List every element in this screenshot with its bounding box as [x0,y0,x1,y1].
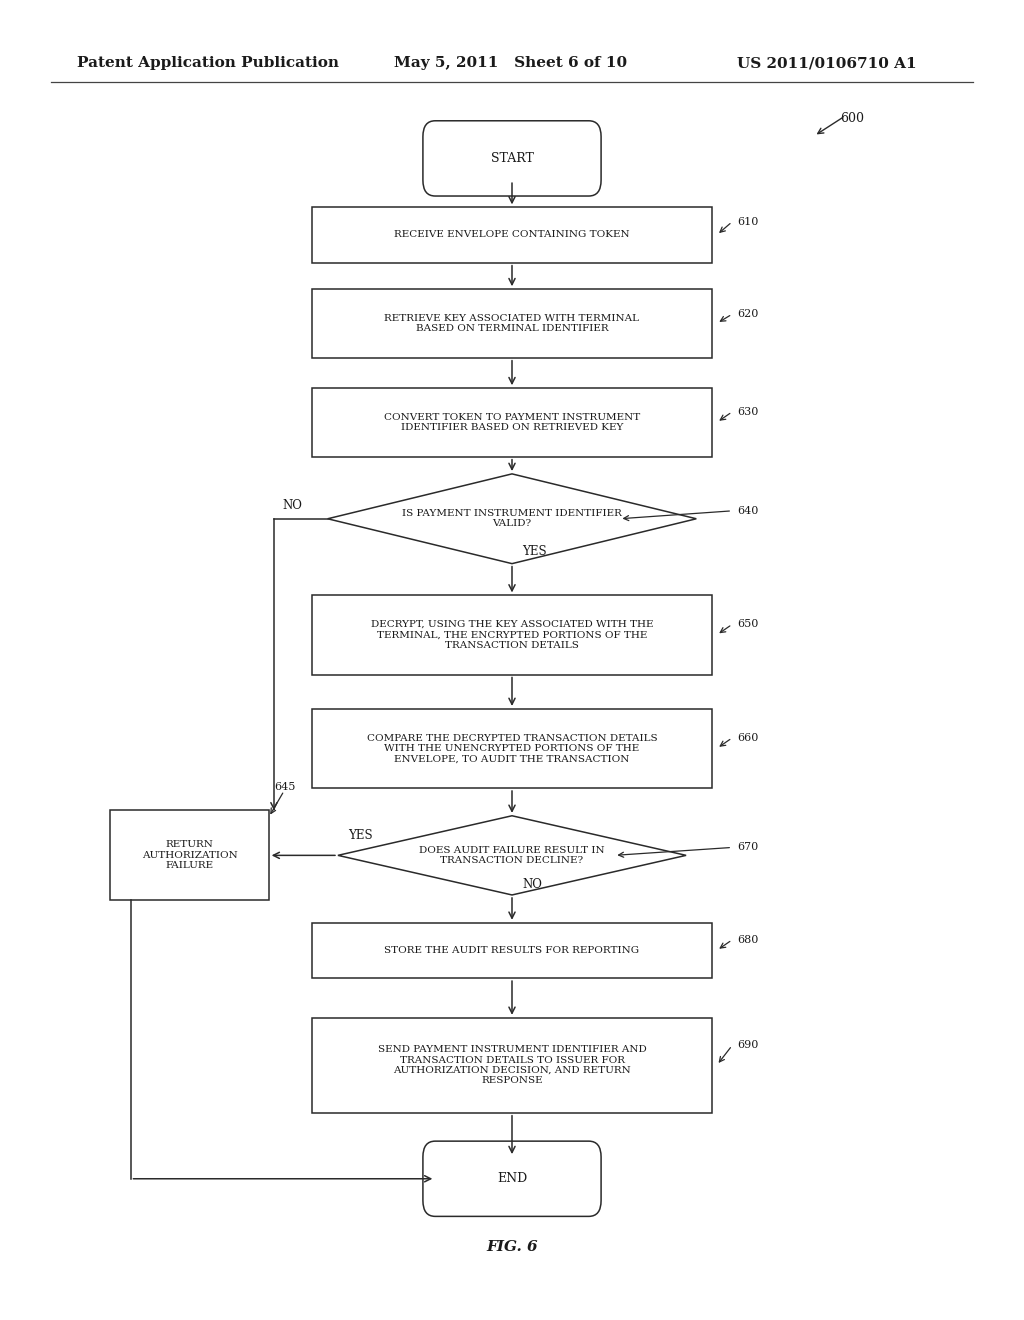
Bar [312,207,712,263]
Bar [312,923,712,978]
Text: IS PAYMENT INSTRUMENT IDENTIFIER
VALID?: IS PAYMENT INSTRUMENT IDENTIFIER VALID? [402,510,622,528]
Text: NO: NO [283,499,302,512]
Text: 620: 620 [737,309,759,319]
Text: 680: 680 [737,935,759,945]
Text: 645: 645 [274,781,295,792]
Text: Patent Application Publication: Patent Application Publication [77,57,339,70]
Bar [111,810,268,900]
Text: START: START [490,152,534,165]
FancyBboxPatch shape [423,1140,601,1217]
Text: RETRIEVE KEY ASSOCIATED WITH TERMINAL
BASED ON TERMINAL IDENTIFIER: RETRIEVE KEY ASSOCIATED WITH TERMINAL BA… [384,314,640,333]
Polygon shape [338,816,686,895]
Text: YES: YES [522,545,547,558]
Bar [312,1018,712,1113]
Text: YES: YES [348,829,373,842]
Text: RETURN
AUTHORIZATION
FAILURE: RETURN AUTHORIZATION FAILURE [141,841,238,870]
Text: NO: NO [522,878,542,891]
Text: 690: 690 [737,1040,759,1051]
Text: 610: 610 [737,216,759,227]
Text: 640: 640 [737,506,759,516]
Text: DECRYPT, USING THE KEY ASSOCIATED WITH THE
TERMINAL, THE ENCRYPTED PORTIONS OF T: DECRYPT, USING THE KEY ASSOCIATED WITH T… [371,620,653,649]
Text: COMPARE THE DECRYPTED TRANSACTION DETAILS
WITH THE UNENCRYPTED PORTIONS OF THE
E: COMPARE THE DECRYPTED TRANSACTION DETAIL… [367,734,657,763]
Text: DOES AUDIT FAILURE RESULT IN
TRANSACTION DECLINE?: DOES AUDIT FAILURE RESULT IN TRANSACTION… [419,846,605,865]
Text: 660: 660 [737,733,759,743]
Bar [312,289,712,358]
Bar [312,709,712,788]
Text: 600: 600 [840,112,863,125]
Text: CONVERT TOKEN TO PAYMENT INSTRUMENT
IDENTIFIER BASED ON RETRIEVED KEY: CONVERT TOKEN TO PAYMENT INSTRUMENT IDEN… [384,413,640,432]
Polygon shape [328,474,696,564]
Text: 650: 650 [737,619,759,630]
Text: FIG. 6: FIG. 6 [486,1241,538,1254]
Text: 630: 630 [737,407,759,417]
Text: 670: 670 [737,842,759,853]
Text: END: END [497,1172,527,1185]
Bar [312,388,712,457]
Text: May 5, 2011   Sheet 6 of 10: May 5, 2011 Sheet 6 of 10 [394,57,628,70]
Text: SEND PAYMENT INSTRUMENT IDENTIFIER AND
TRANSACTION DETAILS TO ISSUER FOR
AUTHORI: SEND PAYMENT INSTRUMENT IDENTIFIER AND T… [378,1045,646,1085]
Text: US 2011/0106710 A1: US 2011/0106710 A1 [737,57,916,70]
Bar [312,595,712,675]
Text: RECEIVE ENVELOPE CONTAINING TOKEN: RECEIVE ENVELOPE CONTAINING TOKEN [394,231,630,239]
FancyBboxPatch shape [423,121,601,195]
Text: STORE THE AUDIT RESULTS FOR REPORTING: STORE THE AUDIT RESULTS FOR REPORTING [384,946,640,954]
